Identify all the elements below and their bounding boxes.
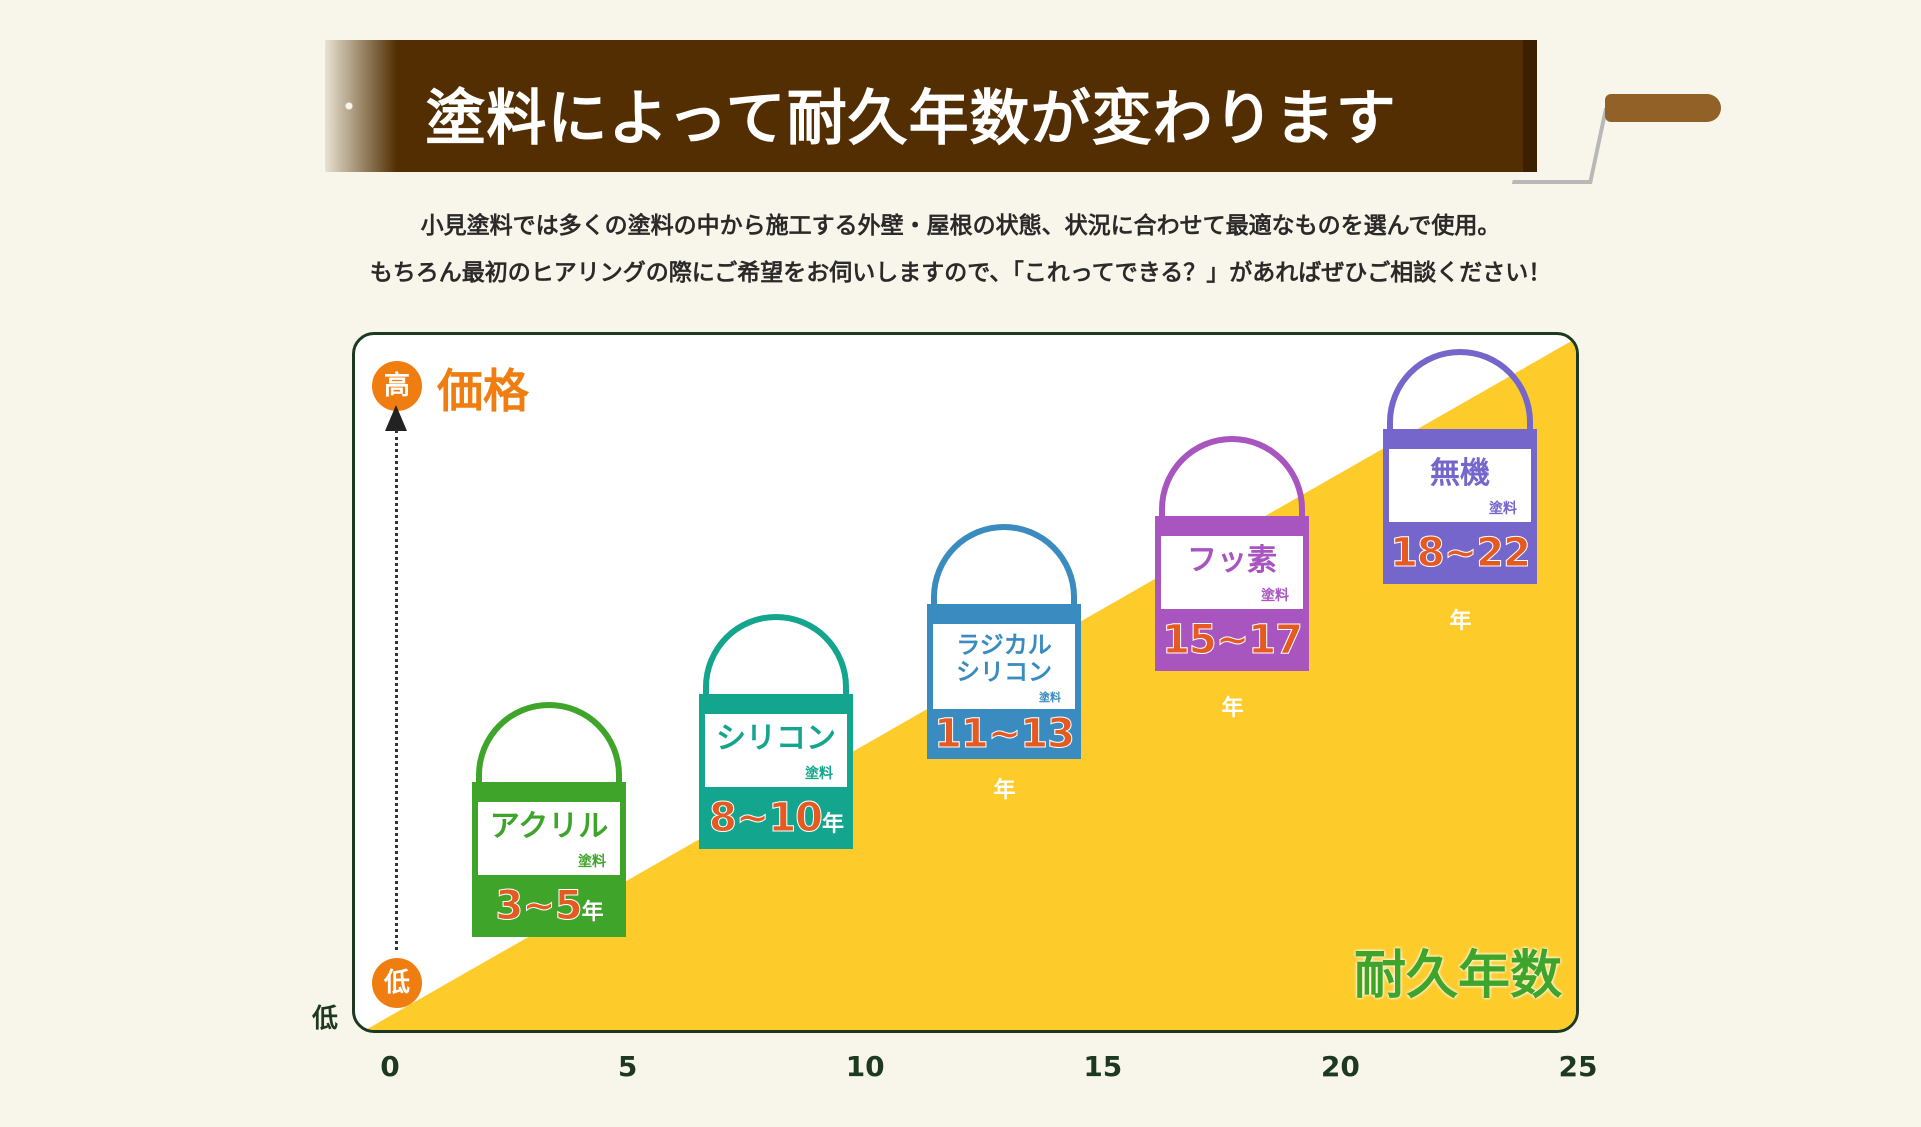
years-range: 15~17 [1162,617,1304,664]
description-line-1: 小見塗料では多くの塗料の中から施工する外壁・屋根の状態、状況に合わせて最適なもの… [420,213,1501,239]
paint-name: ラジカル シリコン [956,631,1052,686]
roller-edge [1523,40,1537,172]
y-axis-dotted-line [395,430,398,950]
years-range: 11~13 [934,711,1076,758]
paint-name: 無機 [1430,456,1490,491]
paint-name: シリコン [716,721,836,756]
durability-years: 8~10年 [705,787,847,849]
durability-years: 3~5年 [478,875,620,937]
bucket-body: フッ素 塗料 15~17 年 [1155,516,1309,722]
x-tick-label: 25 [1558,1050,1598,1083]
paint-kind: 塗料 [578,854,606,870]
x-tick-label: 5 [617,1050,638,1083]
arrow-up-icon [385,405,407,431]
bucket-handle [1387,349,1533,435]
bucket-label: フッ素 塗料 [1161,536,1303,609]
description-line-2: もちろん最初のヒアリングの際にご希望をお伺いしますので、「これってできる？」があ… [369,260,1552,286]
paint-kind: 塗料 [1261,588,1289,604]
years-range: 3~5 [495,883,583,930]
bucket-label: シリコン 塗料 [705,714,847,787]
bucket-body: ラジカル シリコン 塗料 11~13 年 [927,604,1081,804]
x-tick-label: 0 [380,1050,400,1083]
bucket-handle [703,614,849,700]
paint-bucket: シリコン 塗料 8~10年 [699,614,853,849]
x-tick-label: 20 [1320,1050,1360,1083]
title-banner: 塗料によって耐久年数が変わります [285,40,1537,172]
years-unit: 年 [1221,696,1243,721]
bucket-label: アクリル 塗料 [478,802,620,875]
price-axis-label: 価格 [437,364,529,418]
paint-bucket: アクリル 塗料 3~5年 [472,702,626,937]
bucket-body: シリコン 塗料 8~10年 [699,694,853,849]
paint-bucket: フッ素 塗料 15~17 年 [1155,436,1309,722]
years-unit: 年 [993,778,1015,803]
paint-name: アクリル [489,809,609,844]
low-label: 低 [312,1004,339,1034]
paint-kind: 塗料 [1039,691,1061,704]
durability-years: 18~22 年 [1389,522,1532,635]
durability-years: 15~17 年 [1161,609,1304,722]
paint-name: フッ素 [1187,543,1277,578]
bucket-handle [476,702,622,788]
x-tick-label: 10 [845,1050,885,1083]
durability-axis-label: 耐久年数 [1353,946,1562,1006]
bucket-body: アクリル 塗料 3~5年 [472,782,626,937]
years-unit: 年 [581,900,604,925]
paint-roller-icon [1511,108,1609,184]
bucket-label: 無機 塗料 [1389,449,1531,522]
durability-years: 11~13 年 [933,709,1076,804]
bucket-body: 無機 塗料 18~22 年 [1383,429,1537,635]
high-marker: 高 [372,361,422,411]
brush-texture [285,40,445,172]
low-marker: 低 [372,958,422,1008]
paint-bucket: 無機 塗料 18~22 年 [1383,349,1537,635]
page-title: 塗料によって耐久年数が変わります [425,84,1397,154]
paint-bucket: ラジカル シリコン 塗料 11~13 年 [927,524,1081,804]
paint-kind: 塗料 [1489,501,1517,517]
roller-handle-icon [1605,94,1721,122]
bucket-label: ラジカル シリコン 塗料 [933,624,1075,709]
years-unit: 年 [1449,609,1471,634]
bucket-handle [931,524,1077,610]
years-range: 8~10 [708,795,823,842]
paint-kind: 塗料 [805,766,833,782]
years-unit: 年 [822,812,844,837]
x-tick-label: 15 [1083,1050,1123,1083]
years-range: 18~22 [1390,530,1532,577]
bucket-handle [1159,436,1305,522]
